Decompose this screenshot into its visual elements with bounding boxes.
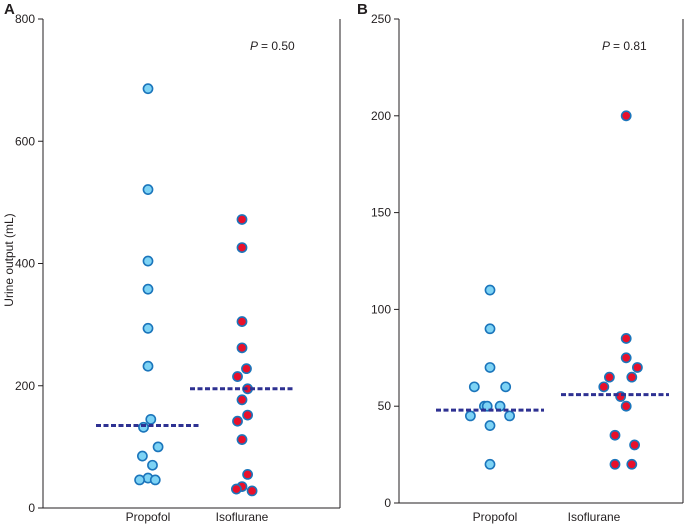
panel-b-y-ticks: 0 50 100 150 200 250	[371, 12, 399, 510]
panel-b-y-tick-label: 250	[371, 12, 391, 26]
panel-b-propofol-point	[484, 284, 496, 296]
panel-b-propofol-point	[500, 381, 512, 393]
panel-a-propofol-point	[147, 459, 158, 471]
panel-a-isoflurane-point	[236, 394, 248, 406]
panel-b-y-tick-label: 0	[384, 496, 391, 510]
panel-b-isoflurane-point	[626, 458, 638, 470]
panel-a-y-tick-label: 600	[15, 134, 35, 148]
panel-b-isoflurane-point	[620, 352, 632, 364]
panel-b-y-tick-label: 150	[371, 206, 391, 220]
panel-b-isoflurane-point	[626, 371, 638, 383]
panel-a-x-label-isoflurane: Isoflurane	[216, 510, 269, 524]
panel-a-isoflurane-point	[236, 434, 248, 445]
panel-a-propofol-point	[134, 474, 145, 486]
panel-a-isoflurane-point	[236, 214, 248, 225]
panel-b-p-value: P = 0.81	[602, 39, 647, 53]
panel-a-propofol-point	[142, 360, 154, 372]
panel-a-letter: A	[4, 1, 15, 18]
panel-a-y-tick-label: 200	[15, 379, 35, 393]
panel-a-y-tick-label: 400	[15, 257, 35, 271]
panel-b-isoflurane-point	[609, 429, 621, 441]
panel-a-isoflurane-point	[242, 468, 253, 480]
panel-a-y-tick-label: 800	[15, 12, 35, 26]
panel-b-propofol-point	[468, 381, 480, 393]
panel-a-propofol-point	[142, 283, 154, 295]
panel-b-isoflurane-point	[598, 381, 610, 393]
panel-b-propofol-point	[484, 420, 496, 431]
panel-b-isoflurane-point	[629, 439, 640, 451]
panel-b-isoflurane-point	[632, 362, 643, 373]
panel-a-propofol-point	[149, 474, 161, 486]
panel-a-isoflurane-point	[230, 483, 242, 495]
panel-b-y-tick-label: 100	[371, 302, 391, 316]
panel-a-isoflurane-point	[241, 363, 252, 375]
panel-b-p-symbol: P	[602, 39, 610, 53]
panel-b-propofol-point	[484, 323, 496, 335]
panel-a-marks	[96, 83, 294, 497]
panel-b-propofol-point	[464, 410, 476, 422]
panel-a-isoflurane-point	[246, 485, 258, 497]
panel-a-propofol-point	[152, 441, 164, 453]
panel-a-propofol-point	[142, 255, 154, 267]
panel-b-propofol-point	[481, 400, 493, 412]
panel-b-propofol-point	[504, 410, 515, 422]
panel-a: A Urine output (mL) P = 0.50 Propofol Iso…	[2, 1, 341, 524]
panel-b-propofol-point	[484, 362, 496, 373]
panel-b-y-tick-label: 200	[371, 109, 391, 123]
panel-a-isoflurane-point	[242, 409, 253, 421]
panel-a-p-value: P = 0.50	[250, 39, 295, 53]
panel-b-marks	[436, 110, 669, 470]
panel-a-p-text: = 0.50	[261, 39, 295, 53]
panel-b-p-text: = 0.81	[613, 39, 647, 53]
panel-a-isoflurane-point	[236, 316, 248, 327]
panel-a-y-ticks: 0 200 400 600 800	[15, 12, 43, 515]
panel-a-isoflurane-point	[236, 242, 248, 254]
panel-b-letter: B	[357, 1, 368, 18]
panel-a-propofol-point	[142, 184, 154, 195]
panel-b-x-label-propofol: Propofol	[473, 510, 518, 524]
panel-b-isoflurane-point	[620, 110, 632, 122]
panel-a-x-label-propofol: Propofol	[126, 510, 171, 524]
panel-a-y-tick-label: 0	[28, 501, 35, 515]
panel-a-propofol-point	[145, 413, 157, 425]
panel-b-y-tick-label: 50	[378, 399, 392, 413]
panel-a-isoflurane-point	[236, 342, 248, 354]
y-axis-label: Urine output (mL)	[2, 213, 16, 306]
panel-a-propofol-point	[142, 322, 154, 334]
panel-b-isoflurane-point	[604, 371, 615, 383]
panel-a-propofol-point	[136, 450, 148, 462]
panel-a-isoflurane-point	[232, 415, 243, 427]
panel-b-isoflurane-point	[620, 333, 632, 344]
panel-a-isoflurane-point	[232, 371, 243, 382]
panel-a-p-symbol: P	[250, 39, 258, 53]
panel-b-isoflurane-point	[620, 400, 632, 412]
panel-a-propofol-point	[142, 83, 154, 95]
panel-b-x-label-isoflurane: Isoflurane	[568, 510, 621, 524]
panel-b-isoflurane-point	[609, 458, 621, 470]
panel-b-propofol-point	[484, 458, 496, 470]
panel-b: B P = 0.81 Propofol Isoflurane 0 50 100 150 2…	[357, 1, 684, 524]
